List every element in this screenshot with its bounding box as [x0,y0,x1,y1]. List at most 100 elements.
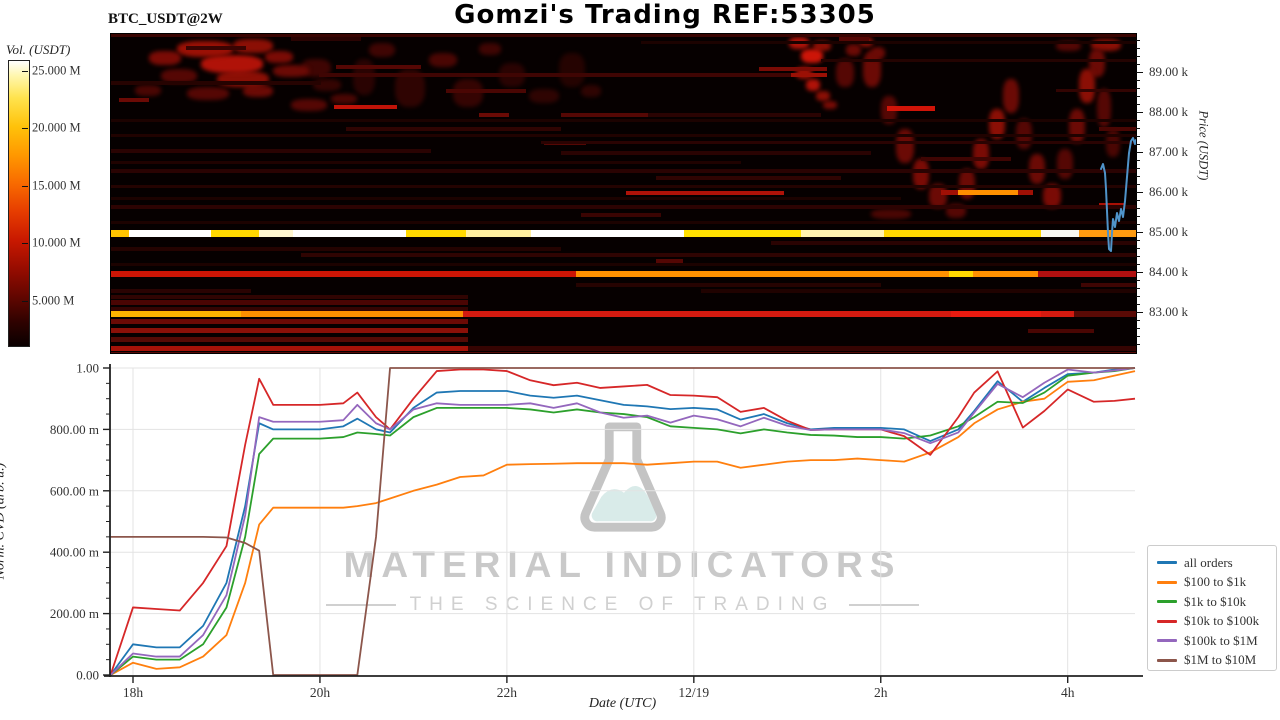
price-axis-minor-tick [1136,336,1140,337]
price-axis-major-tick [1136,112,1143,113]
legend-swatch [1157,600,1177,604]
heatmap-blob [243,85,273,97]
legend-label: $1M to $10M [1184,652,1257,668]
heatmap-band [1038,271,1136,277]
cvd-x-tick-label: 2h [874,685,888,700]
heatmap-band [561,113,648,117]
price-axis-minor-tick [1136,320,1140,321]
heatmap-band [111,149,431,153]
price-axis-minor-tick [1136,304,1140,305]
price-axis-minor-tick [1136,296,1140,297]
heatmap-blob [161,69,197,83]
price-axis-minor-tick [1136,160,1140,161]
legend-label: $100 to $1k [1184,574,1247,590]
heatmap-band [301,253,1136,257]
legend-item: $100k to $1M [1157,631,1276,651]
heatmap-blob [823,101,837,109]
cvd-y-tick-label: 0.00 [76,668,99,683]
liquidity-heatmap-plot [110,33,1137,354]
price-axis-minor-tick [1136,96,1140,97]
heatmap-blob [135,85,161,96]
heatmap-band [463,311,951,317]
price-axis-tick-label: 86.00 k [1149,184,1188,199]
legend-item: $100 to $1k [1157,573,1276,593]
heatmap-band [111,352,1136,353]
heatmap-band [346,127,561,131]
price-axis-minor-tick [1136,240,1140,241]
heatmap-band [648,113,821,117]
cvd-series-line [110,370,1136,676]
cvd-x-tick-label: 12/19 [678,685,709,700]
heatmap-band [531,230,684,237]
heatmap-band [111,81,321,85]
heatmap-band [941,190,958,195]
heatmap-band [111,337,468,342]
price-axis-minor-tick [1136,80,1140,81]
legend-item: $1k to $10k [1157,592,1276,612]
heatmap-band [1041,311,1074,317]
price-axis-major-tick [1136,312,1143,313]
heatmap-blob [1089,49,1105,77]
heatmap-band [479,113,509,117]
heatmap-blob [1003,79,1019,113]
heatmap-band [887,106,935,111]
cvd-series-line [109,367,1136,676]
price-line [1100,137,1136,252]
heatmap-band [1028,329,1094,333]
heatmap-band [111,263,1136,266]
heatmap-band [111,161,741,164]
heatmap-blob [896,129,914,163]
heatmap-blob [429,53,457,67]
heatmap-blob [479,43,501,55]
colorbar-tick-label: 5.000 M [32,293,75,308]
heatmap-blob [813,41,831,51]
heatmap-blob [453,79,483,107]
heatmap-blob [331,94,357,104]
price-axis-minor-tick [1136,280,1140,281]
price-axis-minor-tick [1136,216,1140,217]
price-axis-minor-tick [1136,208,1140,209]
heatmap-band [626,191,784,195]
heatmap-band [111,221,1136,224]
heatmap-band [541,141,1136,144]
heatmap-band [259,230,293,237]
price-axis-minor-tick [1136,328,1140,329]
heatmap-band [561,151,871,155]
price-axis-major-tick [1136,152,1143,153]
heatmap-blob [801,49,823,63]
price-axis-major-tick [1136,192,1143,193]
colorbar-tick-label: 20.000 M [32,120,81,135]
legend-swatch [1157,658,1177,662]
heatmap-blob [559,53,585,87]
price-axis-minor-tick [1136,40,1140,41]
cvd-x-tick-label: 22h [497,685,518,700]
legend-box: all orders $100 to $1k $1k to $10k $10k to … [1147,545,1277,671]
price-axis-tick-label: 88.00 k [1149,104,1188,119]
heatmap-blob [529,89,559,103]
colorbar [8,60,30,347]
heatmap-band [111,197,901,200]
heatmap-band [921,157,1011,161]
cvd-y-tick-label: 800.00 m [50,422,99,437]
heatmap-band [1099,127,1136,131]
heatmap-band [186,46,246,50]
price-axis-major-tick [1136,232,1143,233]
colorbar-tick [22,128,28,129]
price-axis: 89.00 k 88.00 k 87.00 k 86.00 k 85.00 k 84.00… [1135,33,1235,352]
heatmap-blob [816,91,830,101]
heatmap-blob [1056,41,1081,51]
cvd-series-line [110,367,1135,676]
legend-swatch [1157,561,1177,565]
heatmap-band [111,300,468,305]
colorbar-tick [22,243,28,244]
price-axis-tick-label: 89.00 k [1149,64,1188,79]
price-axis-minor-tick [1136,264,1140,265]
colorbar-ticks: 25.000 M 20.000 M 15.000 M 10.000 M 5.000 M [0,0,100,360]
legend-label: $1k to $10k [1184,593,1247,609]
price-axis-major-tick [1136,272,1143,273]
heatmap-blob [1079,69,1095,103]
heatmap-band [111,119,1136,122]
heatmap-band [701,289,1136,293]
heatmap-band [241,311,463,317]
legend-label: all orders [1184,554,1233,570]
